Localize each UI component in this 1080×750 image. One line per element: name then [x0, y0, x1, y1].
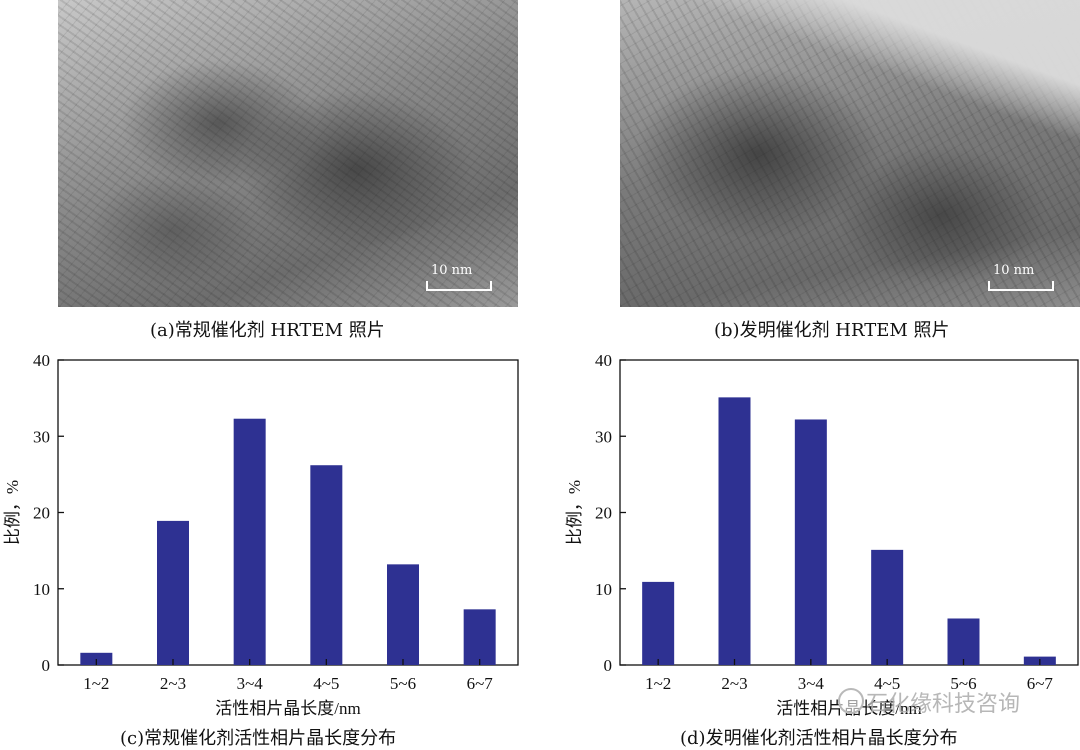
y-tick-label: 0: [604, 656, 613, 675]
y-tick-label: 30: [595, 427, 612, 446]
scale-bar: [426, 281, 492, 291]
bar: [157, 520, 189, 665]
scale-label: 10 nm: [993, 263, 1035, 278]
x-tick-label: 3~4: [798, 674, 825, 693]
x-tick-label: 5~6: [950, 674, 976, 693]
hrtem-image-invented: 10 nm: [620, 0, 1080, 307]
x-tick-label: 6~7: [1027, 674, 1054, 693]
caption-c: (c)常规催化剂活性相片晶长度分布: [120, 728, 397, 749]
plot-frame: [57, 359, 519, 666]
y-tick-label: 40: [33, 351, 50, 370]
y-tick-label: 30: [33, 427, 50, 446]
x-tick-label: 4~5: [313, 674, 339, 693]
x-tick-label: 2~3: [721, 674, 747, 693]
bar: [80, 652, 113, 665]
x-tick-label: 5~6: [390, 674, 416, 693]
caption-a: (a)常规催化剂 HRTEM 照片: [150, 320, 385, 341]
wechat-logo-icon: [838, 688, 864, 714]
bar: [387, 564, 419, 665]
bar: [310, 465, 343, 665]
bar: [463, 609, 496, 665]
scale-label: 10 nm: [431, 263, 473, 278]
scale-bar: [988, 281, 1054, 291]
x-tick-label: 1~2: [645, 674, 671, 693]
x-tick-label: 4~5: [874, 674, 900, 693]
y-tick-label: 40: [595, 351, 612, 370]
y-axis-label: 比例，%: [565, 480, 584, 545]
y-tick-label: 10: [595, 580, 612, 599]
y-tick-label: 20: [595, 504, 612, 523]
y-tick-label: 20: [33, 504, 50, 523]
bar: [642, 581, 675, 665]
x-tick-label: 6~7: [467, 674, 494, 693]
bar: [794, 419, 827, 665]
y-axis-label: 比例，%: [3, 480, 22, 545]
x-tick-label: 3~4: [237, 674, 264, 693]
bar: [233, 418, 266, 665]
x-axis-label: 活性相片晶长度/nm: [215, 699, 360, 718]
caption-d: (d)发明催化剂活性相片晶长度分布: [680, 728, 958, 749]
y-tick-label: 10: [33, 580, 50, 599]
bar: [718, 397, 751, 665]
caption-b: (b)发明催化剂 HRTEM 照片: [714, 320, 950, 341]
hrtem-image-conventional: 10 nm: [58, 0, 518, 307]
bar: [947, 618, 980, 665]
bar: [871, 549, 904, 665]
watermark-text: 石化缘科技咨询: [866, 692, 1021, 717]
plot-frame: [619, 359, 1079, 666]
y-tick-label: 0: [42, 656, 51, 675]
x-tick-label: 2~3: [160, 674, 186, 693]
x-tick-label: 1~2: [83, 674, 109, 693]
